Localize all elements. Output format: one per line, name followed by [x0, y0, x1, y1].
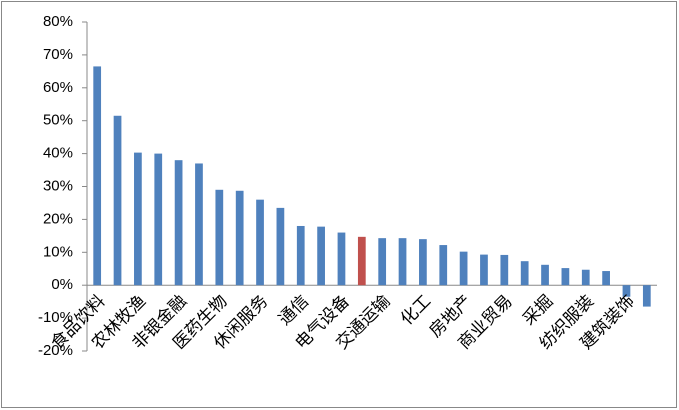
bar [215, 189, 224, 286]
bar [296, 225, 305, 286]
bar [378, 238, 387, 286]
bar [154, 153, 163, 286]
bar [337, 232, 346, 286]
bar [459, 251, 468, 286]
y-tick-label: 50% [43, 112, 73, 129]
bar [93, 66, 102, 286]
bar [520, 261, 529, 286]
bar [500, 254, 509, 286]
y-tick-label: 40% [43, 145, 73, 162]
bar [622, 285, 631, 297]
bar [256, 199, 264, 286]
bar [602, 271, 610, 286]
bar [561, 268, 570, 286]
y-tick-label: 80% [43, 13, 73, 30]
bar [357, 236, 366, 286]
y-tick-label: -20% [38, 342, 73, 359]
y-tick-label: 0% [51, 276, 73, 293]
bar [174, 160, 183, 286]
y-tick-label: 10% [43, 243, 73, 260]
bar [195, 163, 203, 286]
y-tick-label: 60% [43, 79, 73, 96]
bar [642, 285, 651, 307]
bar [276, 207, 285, 286]
y-tick-label: 20% [43, 210, 73, 227]
bar [134, 152, 142, 286]
bar [439, 245, 448, 286]
bar [419, 239, 427, 286]
bar [317, 226, 325, 286]
y-tick-label: -10% [38, 309, 73, 326]
bar [398, 238, 407, 286]
bar [235, 190, 244, 286]
bar [581, 269, 590, 286]
bar [541, 264, 549, 286]
y-tick-label: 70% [43, 46, 73, 63]
y-tick-label: 30% [43, 177, 73, 194]
bar [113, 115, 122, 286]
bar [480, 254, 488, 286]
